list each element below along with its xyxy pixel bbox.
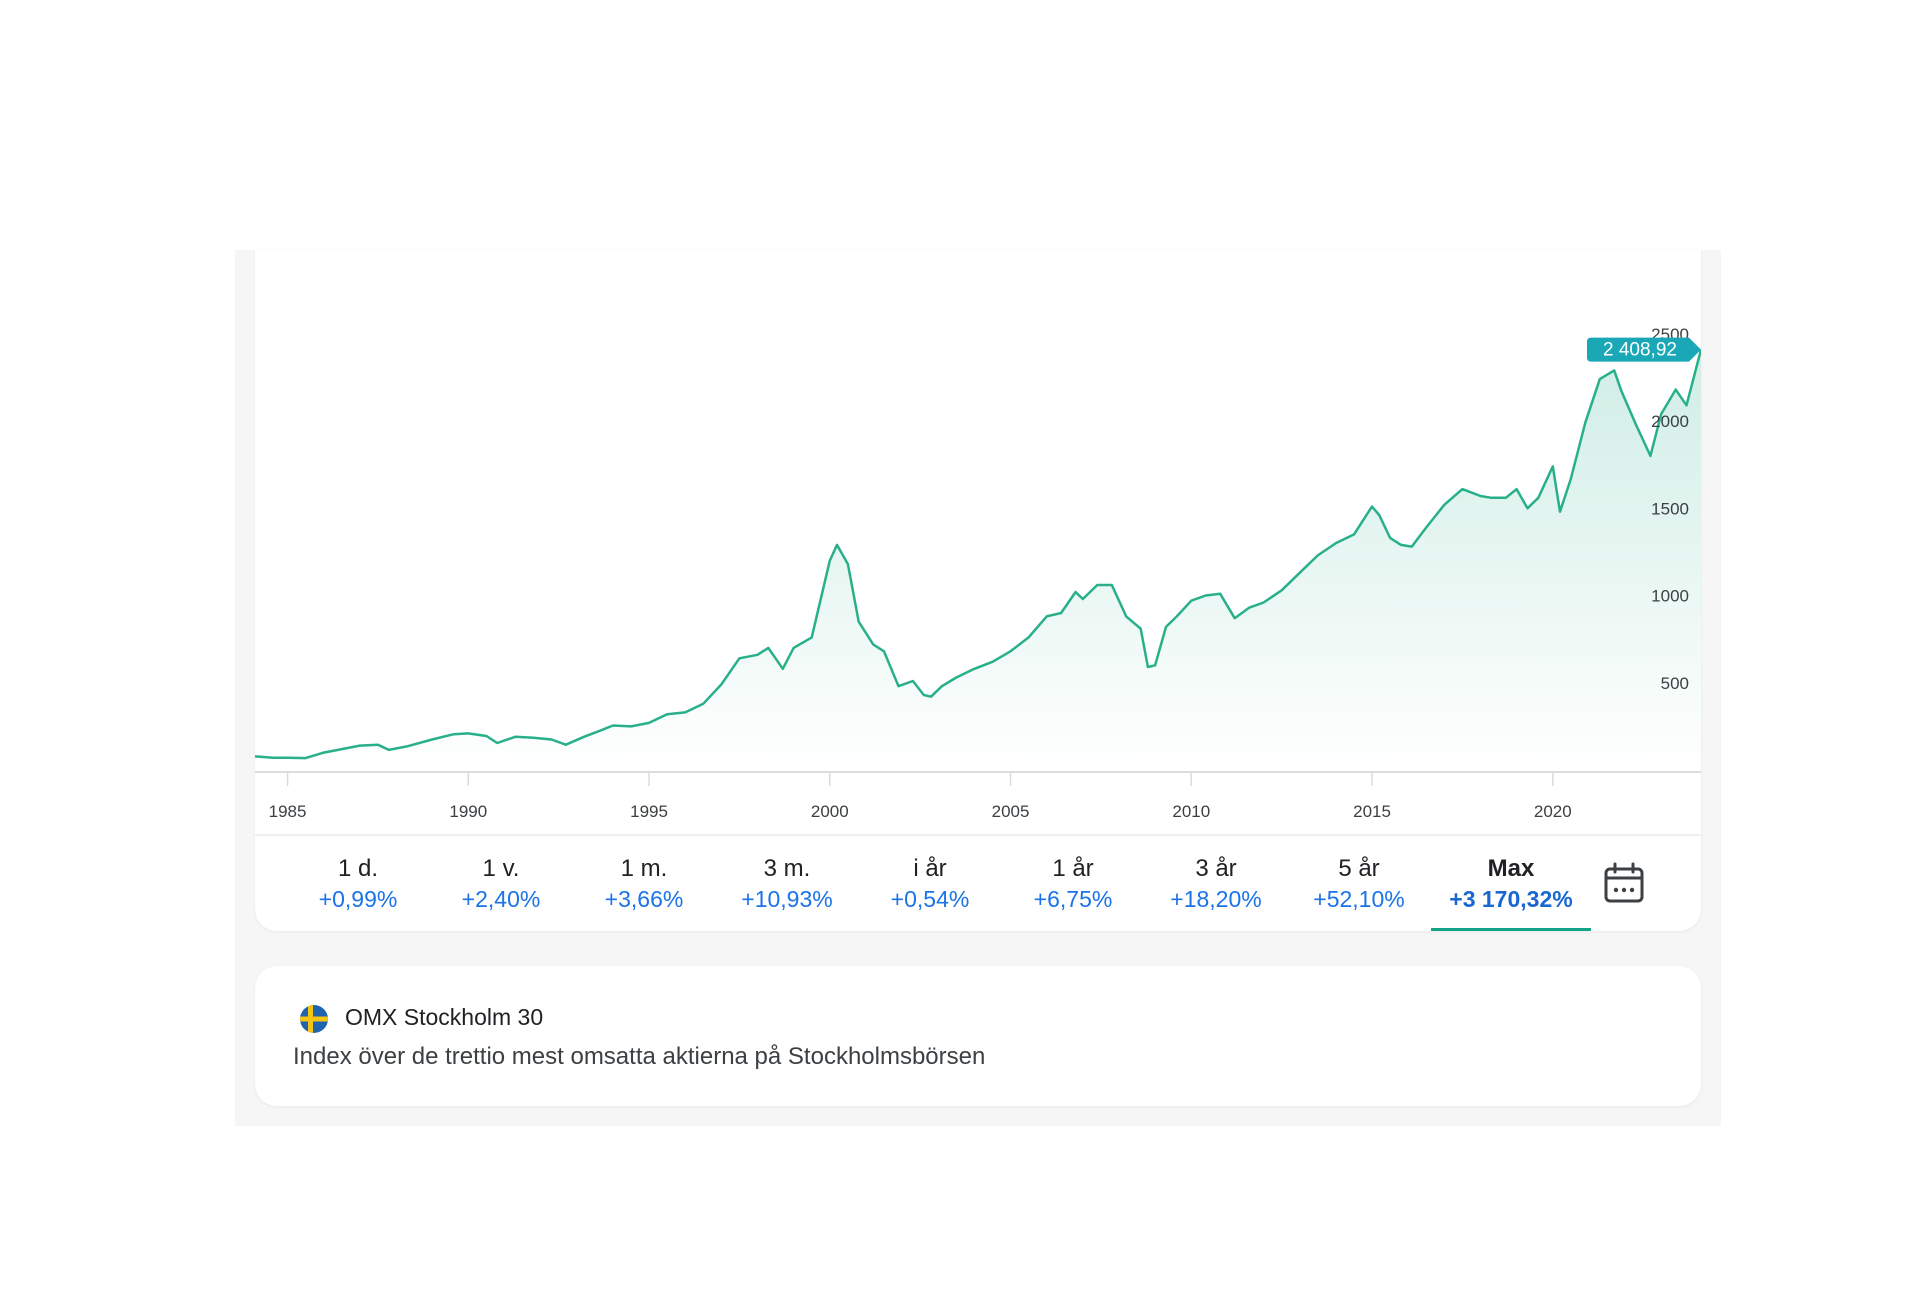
range-tab-change: +3 170,32% xyxy=(1449,886,1573,912)
series-line[interactable] xyxy=(255,349,1701,760)
range-tab-ytd[interactable]: i år +0,54% xyxy=(855,835,1005,931)
range-tab-change: +3,66% xyxy=(604,886,684,912)
range-tab-change: +6,75% xyxy=(1033,886,1113,912)
calendar-button[interactable] xyxy=(1600,860,1648,908)
active-tab-indicator xyxy=(1431,928,1591,931)
range-tab-label: 3 år xyxy=(1195,855,1237,882)
series-area xyxy=(255,349,1701,772)
range-tab-1d[interactable]: 1 d. +0,99% xyxy=(283,835,433,931)
y-tick-label: 2000 xyxy=(1651,412,1689,431)
range-tabs: 1 d. +0,99% 1 v. +2,40% 1 m. +3,66% 3 m.… xyxy=(255,835,1701,931)
range-tab-label: Max xyxy=(1487,855,1535,882)
chart-card: 1985 1990 1995 2000 2005 2010 2015 2020 2500 2000… xyxy=(255,250,1701,931)
x-tick-label: 2010 xyxy=(1172,802,1210,821)
sweden-flag-icon xyxy=(300,1005,328,1033)
range-tab-3m[interactable]: 3 m. +10,93% xyxy=(712,835,862,931)
last-value-badge xyxy=(1587,337,1701,362)
calendar-icon xyxy=(1604,862,1644,903)
index-name: OMX Stockholm 30 xyxy=(345,1004,544,1030)
range-tab-1w[interactable]: 1 v. +2,40% xyxy=(426,835,576,931)
range-tab-label: 1 d. xyxy=(337,855,379,882)
index-info-card: OMX Stockholm 30 Index över de trettio m… xyxy=(255,966,1701,1106)
y-tick-label: 1000 xyxy=(1651,587,1689,606)
range-tab-1y[interactable]: 1 år +6,75% xyxy=(998,835,1148,931)
range-tab-label: 3 m. xyxy=(763,855,811,882)
x-tick-label: 1985 xyxy=(269,802,307,821)
x-tick-label: 1990 xyxy=(449,802,487,821)
range-tab-label: 1 år xyxy=(1052,855,1094,882)
range-tab-label: i år xyxy=(913,855,947,882)
range-tab-3y[interactable]: 3 år +18,20% xyxy=(1141,835,1291,931)
y-tick-label: 500 xyxy=(1661,674,1689,693)
x-tick-label: 2000 xyxy=(811,802,849,821)
range-tab-1m[interactable]: 1 m. +3,66% xyxy=(569,835,719,931)
range-tab-max[interactable]: Max +3 170,32% xyxy=(1431,835,1591,931)
price-chart[interactable]: 1985 1990 1995 2000 2005 2010 2015 202025002000… xyxy=(255,250,1701,850)
range-tab-label: 1 m. xyxy=(620,855,668,882)
range-tab-change: +18,20% xyxy=(1170,886,1262,912)
x-tick-label: 2005 xyxy=(992,802,1030,821)
range-tab-change: +2,40% xyxy=(461,886,541,912)
range-tab-change: +10,93% xyxy=(741,886,833,912)
range-tab-change: +0,99% xyxy=(318,886,398,912)
range-tab-label: 1 v. xyxy=(482,855,520,882)
range-tab-label: 5 år xyxy=(1338,855,1380,882)
index-description: Index över de trettio mest omsatta aktie… xyxy=(293,1043,986,1070)
x-tick-label: 2020 xyxy=(1534,802,1572,821)
x-tick-label: 2015 xyxy=(1353,802,1391,821)
last-value-label: 2 408,92 xyxy=(1603,340,1677,361)
range-tab-change: +0,54% xyxy=(890,886,970,912)
y-tick-label: 1500 xyxy=(1651,499,1689,518)
range-tab-5y[interactable]: 5 år +52,10% xyxy=(1284,835,1434,931)
range-tab-change: +52,10% xyxy=(1313,886,1405,912)
x-tick-label: 1995 xyxy=(630,802,668,821)
